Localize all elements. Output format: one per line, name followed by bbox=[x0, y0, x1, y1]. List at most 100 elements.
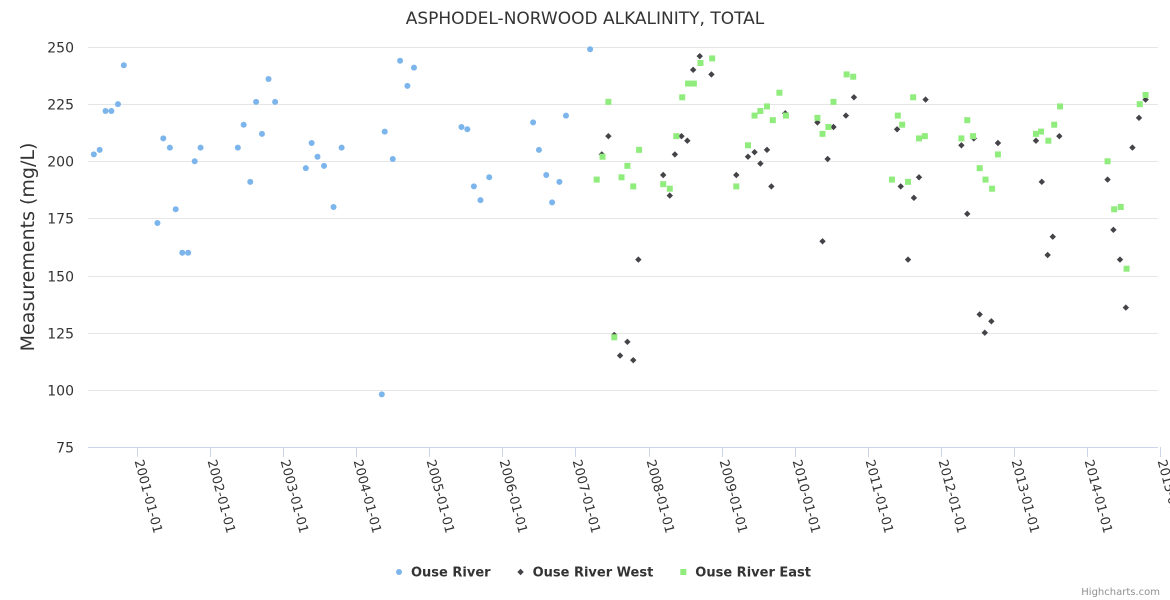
data-point[interactable] bbox=[904, 256, 912, 263]
data-point[interactable] bbox=[1117, 204, 1124, 210]
data-point[interactable] bbox=[308, 140, 315, 146]
data-point[interactable] bbox=[593, 176, 600, 183]
data-point[interactable] bbox=[611, 334, 618, 341]
data-point[interactable] bbox=[1142, 92, 1149, 98]
data-point[interactable] bbox=[744, 153, 752, 160]
data-point[interactable] bbox=[166, 144, 173, 151]
data-point[interactable] bbox=[690, 80, 697, 87]
data-point[interactable] bbox=[660, 181, 667, 188]
data-point[interactable] bbox=[850, 94, 858, 101]
data-point[interactable] bbox=[894, 112, 901, 119]
data-point[interactable] bbox=[530, 119, 537, 126]
data-point[interactable] bbox=[562, 112, 569, 119]
data-point[interactable] bbox=[910, 194, 918, 202]
data-point[interactable] bbox=[888, 176, 895, 183]
data-point[interactable] bbox=[673, 133, 680, 140]
legend-item[interactable]: Ouse River West bbox=[517, 566, 653, 581]
data-point[interactable] bbox=[1051, 121, 1058, 128]
data-point[interactable] bbox=[410, 64, 417, 71]
data-point[interactable] bbox=[757, 108, 764, 114]
data-point[interactable] bbox=[819, 238, 826, 245]
data-point[interactable] bbox=[404, 82, 411, 89]
legend-symbol[interactable] bbox=[396, 569, 402, 575]
data-point[interactable] bbox=[470, 183, 477, 190]
data-point[interactable] bbox=[897, 183, 904, 190]
data-point[interactable] bbox=[825, 124, 832, 130]
data-point[interactable] bbox=[659, 171, 667, 179]
data-point[interactable] bbox=[915, 174, 923, 181]
data-point[interactable] bbox=[964, 117, 971, 124]
data-point[interactable] bbox=[96, 146, 103, 153]
data-point[interactable] bbox=[697, 60, 704, 66]
data-point[interactable] bbox=[160, 135, 167, 142]
data-point[interactable] bbox=[624, 162, 631, 169]
data-point[interactable] bbox=[1045, 137, 1052, 144]
data-point[interactable] bbox=[556, 178, 563, 185]
data-point[interactable] bbox=[630, 356, 637, 364]
data-point[interactable] bbox=[1122, 304, 1130, 311]
data-point[interactable] bbox=[708, 71, 715, 78]
data-point[interactable] bbox=[782, 112, 789, 119]
data-point[interactable] bbox=[751, 112, 758, 119]
data-point[interactable] bbox=[958, 142, 965, 149]
data-point[interactable] bbox=[733, 183, 740, 190]
data-point[interactable] bbox=[776, 89, 783, 96]
data-point[interactable] bbox=[850, 73, 857, 80]
data-point[interactable] bbox=[154, 220, 161, 226]
data-point[interactable] bbox=[905, 178, 912, 185]
data-point[interactable] bbox=[769, 117, 776, 124]
data-point[interactable] bbox=[549, 199, 556, 206]
data-point[interactable] bbox=[635, 256, 642, 263]
data-point[interactable] bbox=[605, 98, 612, 105]
data-point[interactable] bbox=[234, 144, 241, 151]
data-point[interactable] bbox=[916, 135, 923, 142]
data-point[interactable] bbox=[535, 146, 542, 153]
data-point[interactable] bbox=[321, 162, 328, 169]
data-point[interactable] bbox=[630, 183, 637, 190]
data-point[interactable] bbox=[842, 112, 850, 119]
data-point[interactable] bbox=[671, 151, 679, 158]
data-point[interactable] bbox=[616, 352, 624, 359]
data-point[interactable] bbox=[976, 311, 983, 318]
data-point[interactable] bbox=[899, 121, 906, 128]
data-point[interactable] bbox=[397, 57, 404, 64]
data-point[interactable] bbox=[624, 338, 631, 346]
data-point[interactable] bbox=[893, 126, 901, 133]
data-point[interactable] bbox=[240, 121, 247, 128]
data-point[interactable] bbox=[90, 151, 97, 158]
data-point[interactable] bbox=[618, 174, 625, 181]
data-point[interactable] bbox=[684, 137, 691, 144]
data-point[interactable] bbox=[381, 128, 388, 135]
data-point[interactable] bbox=[1038, 178, 1045, 186]
data-point[interactable] bbox=[378, 391, 385, 398]
data-point[interactable] bbox=[1057, 103, 1064, 110]
data-point[interactable] bbox=[172, 206, 179, 213]
data-point[interactable] bbox=[814, 114, 821, 121]
data-point[interactable] bbox=[120, 62, 127, 69]
data-point[interactable] bbox=[389, 156, 396, 162]
data-point[interactable] bbox=[744, 142, 751, 149]
data-point[interactable] bbox=[757, 160, 764, 167]
data-point[interactable] bbox=[994, 151, 1001, 158]
data-point[interactable] bbox=[976, 165, 983, 172]
legend-item[interactable]: Ouse River East bbox=[680, 566, 811, 581]
data-point[interactable] bbox=[1032, 137, 1040, 144]
data-point[interactable] bbox=[330, 204, 337, 210]
data-point[interactable] bbox=[1136, 101, 1143, 108]
data-point[interactable] bbox=[763, 146, 771, 154]
data-point[interactable] bbox=[1110, 226, 1117, 234]
data-point[interactable] bbox=[179, 249, 186, 256]
data-point[interactable] bbox=[830, 98, 837, 105]
data-point[interactable] bbox=[1049, 233, 1056, 240]
data-point[interactable] bbox=[1111, 206, 1118, 213]
legend-item[interactable]: Ouse River bbox=[396, 566, 491, 581]
legend-symbol[interactable] bbox=[517, 568, 524, 576]
data-point[interactable] bbox=[253, 98, 260, 105]
data-point[interactable] bbox=[751, 148, 758, 156]
data-point[interactable] bbox=[814, 119, 821, 126]
data-point[interactable] bbox=[958, 135, 965, 142]
data-point[interactable] bbox=[1038, 128, 1045, 135]
data-point[interactable] bbox=[685, 80, 692, 87]
data-point[interactable] bbox=[185, 249, 192, 256]
data-point[interactable] bbox=[982, 176, 989, 183]
